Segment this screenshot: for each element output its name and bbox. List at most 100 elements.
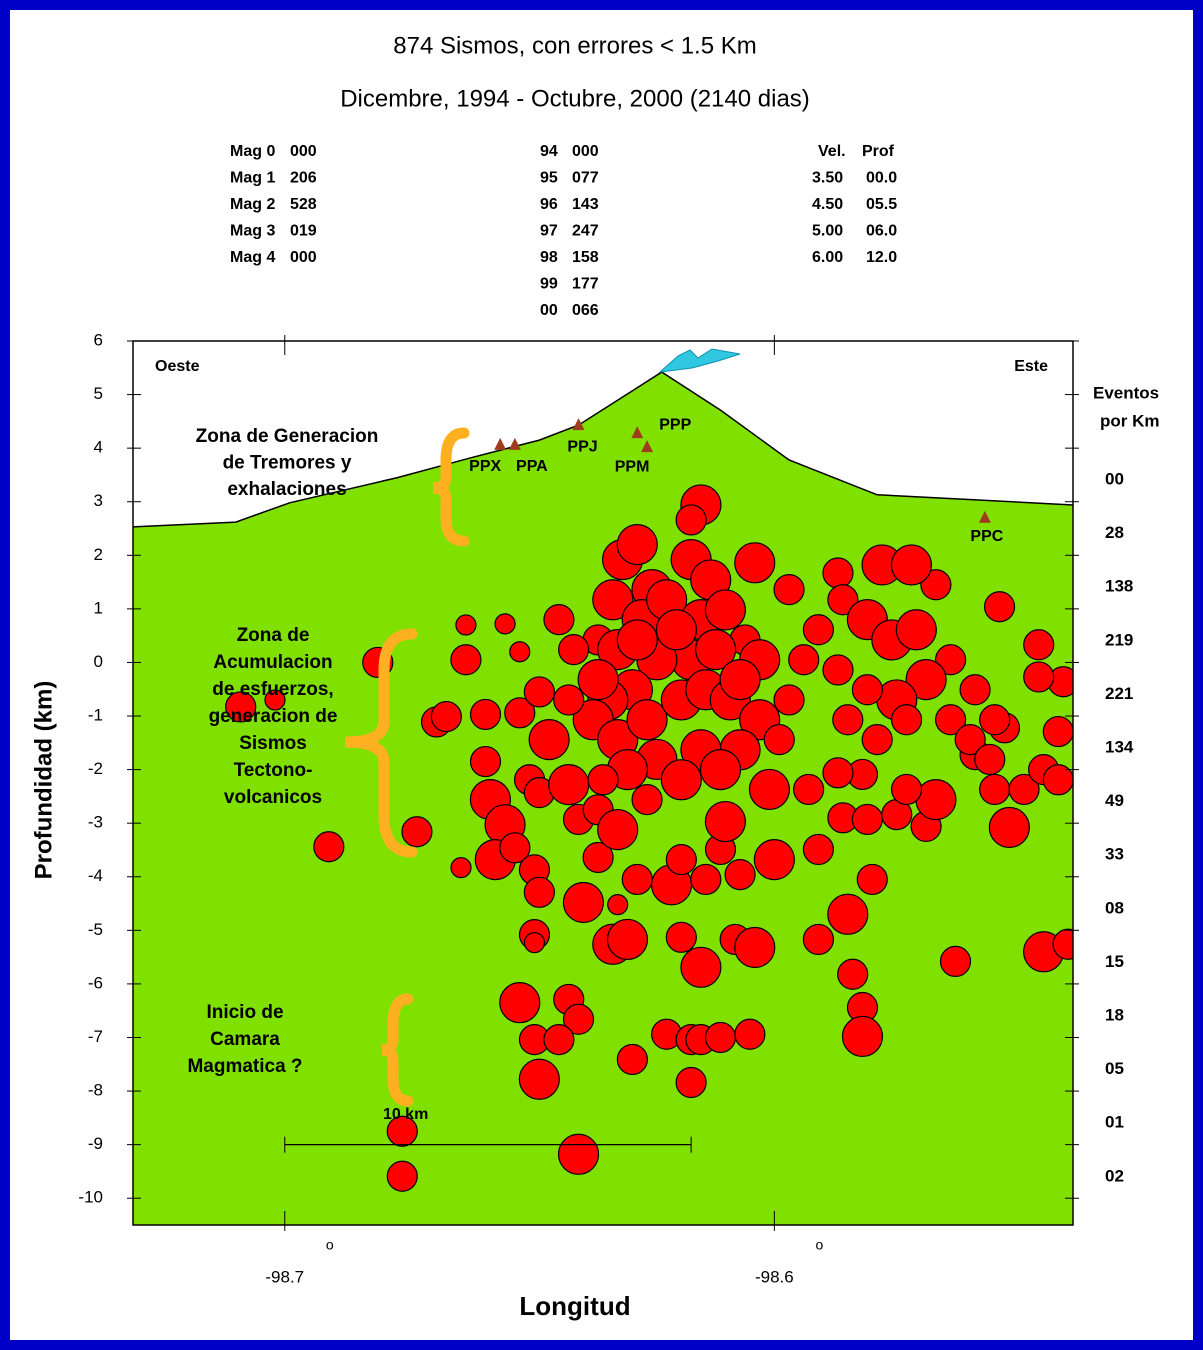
degree-mark: o bbox=[815, 1237, 823, 1253]
earthquake bbox=[622, 864, 652, 894]
zone-label: Tectono- bbox=[234, 760, 313, 781]
earthquake bbox=[607, 919, 647, 959]
event-count: 01 bbox=[1105, 1113, 1124, 1132]
earthquake bbox=[735, 1019, 765, 1049]
y-tick-label: 3 bbox=[94, 491, 103, 510]
earthquake bbox=[916, 780, 956, 820]
earthquake bbox=[402, 817, 432, 847]
earthquake bbox=[852, 804, 882, 834]
zone-label: Sismos bbox=[239, 733, 307, 754]
earthquake bbox=[559, 635, 589, 665]
earthquake bbox=[735, 927, 775, 967]
earthquake bbox=[705, 590, 745, 630]
table-cell: Mag 2 bbox=[230, 196, 275, 213]
earthquake bbox=[676, 1067, 706, 1097]
table-cell: 00 bbox=[540, 302, 558, 319]
earthquake bbox=[989, 807, 1029, 847]
event-count: 05 bbox=[1105, 1059, 1124, 1078]
earthquake bbox=[720, 660, 760, 700]
station-label: PPC bbox=[970, 528, 1003, 545]
table-cell: 143 bbox=[572, 196, 599, 213]
table-cell: 95 bbox=[540, 170, 558, 187]
earthquake bbox=[519, 1059, 559, 1099]
table-cell: Mag 3 bbox=[230, 223, 275, 240]
y-tick-label: -2 bbox=[88, 759, 103, 778]
event-count: 00 bbox=[1105, 469, 1124, 488]
y-tick-label: 0 bbox=[94, 652, 103, 671]
earthquake bbox=[387, 1161, 417, 1191]
table-cell: 98 bbox=[540, 249, 558, 266]
earthquake bbox=[842, 1016, 882, 1056]
earthquake bbox=[823, 758, 853, 788]
y-tick-label: -6 bbox=[88, 973, 103, 992]
table-cell: 000 bbox=[572, 143, 599, 160]
table-header: Vel. bbox=[818, 143, 846, 160]
event-count: 15 bbox=[1105, 952, 1124, 971]
y-tick-label: -1 bbox=[88, 706, 103, 725]
earthquake bbox=[451, 858, 471, 878]
table-cell: 177 bbox=[572, 276, 599, 293]
page: 874 Sismos, con errores < 1.5 Km Dicembr… bbox=[0, 0, 1203, 1350]
earthquake bbox=[706, 1022, 736, 1052]
earthquake bbox=[803, 615, 833, 645]
table-cell: 12.0 bbox=[866, 249, 897, 266]
earthquake bbox=[838, 959, 868, 989]
earthquake bbox=[549, 765, 589, 805]
earthquake bbox=[524, 877, 554, 907]
earthquake bbox=[1024, 662, 1054, 692]
earthquake bbox=[892, 705, 922, 735]
table-cell: 94 bbox=[540, 143, 558, 160]
table-cell: Mag 4 bbox=[230, 249, 275, 266]
earthquake bbox=[617, 525, 657, 565]
earthquake bbox=[666, 922, 696, 952]
earthquake bbox=[656, 610, 696, 650]
earthquake bbox=[789, 645, 819, 675]
y-tick-label: -8 bbox=[88, 1081, 103, 1100]
earthquake bbox=[975, 744, 1005, 774]
earthquake bbox=[985, 592, 1015, 622]
earthquake bbox=[892, 774, 922, 804]
zone-label: volcanicos bbox=[224, 787, 322, 808]
table-cell: 000 bbox=[290, 249, 317, 266]
earthquake bbox=[510, 642, 530, 662]
earthquake bbox=[608, 895, 628, 915]
earthquake bbox=[754, 840, 794, 880]
y-tick-label: -10 bbox=[78, 1188, 103, 1207]
zone-label: de Tremores y bbox=[223, 453, 352, 474]
earthquake bbox=[666, 845, 696, 875]
earthquake bbox=[627, 700, 667, 740]
event-count: 08 bbox=[1105, 898, 1124, 917]
earthquake bbox=[896, 610, 936, 650]
degree-mark: o bbox=[326, 1237, 334, 1253]
x-axis-label: Longitud bbox=[519, 1291, 630, 1321]
right-label: Este bbox=[1014, 358, 1048, 375]
zone-label: exhalaciones bbox=[227, 479, 346, 500]
event-count: 219 bbox=[1105, 630, 1133, 649]
title: 874 Sismos, con errores < 1.5 Km bbox=[393, 32, 757, 59]
earthquake bbox=[823, 558, 853, 588]
table-cell: Mag 0 bbox=[230, 143, 275, 160]
earthquake bbox=[529, 720, 569, 760]
zone-label: generacion de bbox=[209, 706, 338, 727]
earthquake bbox=[524, 677, 554, 707]
table-cell: 06.0 bbox=[866, 223, 897, 240]
earthquake bbox=[495, 614, 515, 634]
earthquake bbox=[681, 947, 721, 987]
earthquake bbox=[794, 774, 824, 804]
earthquake bbox=[1024, 630, 1054, 660]
earthquake bbox=[691, 864, 721, 894]
zone-label: Zona de bbox=[237, 625, 310, 646]
earthquake bbox=[451, 645, 481, 675]
table-cell: 99 bbox=[540, 276, 558, 293]
station-label: PPJ bbox=[567, 438, 597, 455]
event-count: 221 bbox=[1105, 684, 1133, 703]
y-tick-label: 1 bbox=[94, 598, 103, 617]
zone-label: de esfuerzos, bbox=[212, 679, 333, 700]
table-cell: 4.50 bbox=[812, 196, 843, 213]
earthquake bbox=[735, 543, 775, 583]
earthquake bbox=[803, 834, 833, 864]
earthquake bbox=[857, 864, 887, 894]
events-header: Eventos bbox=[1093, 383, 1159, 402]
table-cell: 077 bbox=[572, 170, 599, 187]
earthquake bbox=[960, 675, 990, 705]
